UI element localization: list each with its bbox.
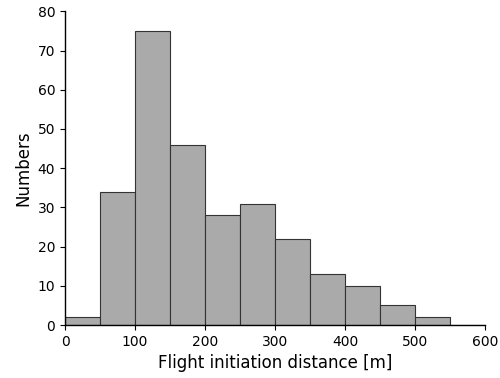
Bar	[240, 203, 275, 325]
Bar	[275, 239, 310, 325]
Bar	[100, 192, 135, 325]
Bar	[415, 317, 450, 325]
Y-axis label: Numbers: Numbers	[14, 130, 32, 206]
Bar	[65, 317, 100, 325]
Bar	[170, 145, 205, 325]
X-axis label: Flight initiation distance [m]: Flight initiation distance [m]	[158, 354, 392, 372]
Bar	[345, 286, 380, 325]
Bar	[380, 305, 415, 325]
Bar	[205, 215, 240, 325]
Bar	[135, 31, 170, 325]
Bar	[310, 274, 345, 325]
